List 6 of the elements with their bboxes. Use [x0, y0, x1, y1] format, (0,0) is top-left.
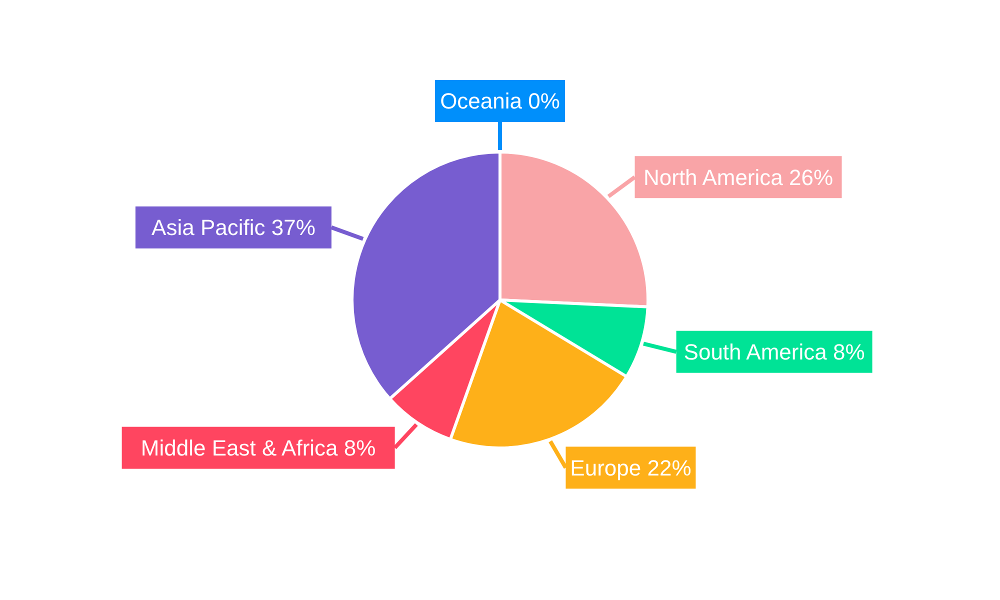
slice-label: Middle East & Africa 8%	[140, 436, 376, 461]
slice-label: Asia Pacific 37%	[152, 215, 316, 240]
slice-label: South America 8%	[684, 340, 865, 365]
slice-label: Europe 22%	[570, 455, 692, 480]
slice-label: North America 26%	[644, 164, 834, 190]
category-label: Oceania 0%	[440, 88, 560, 114]
